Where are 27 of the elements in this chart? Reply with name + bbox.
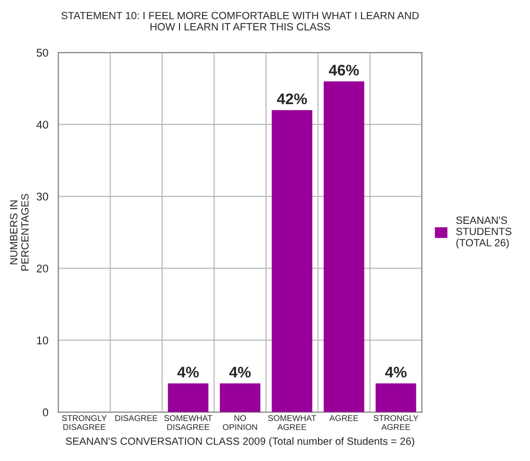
bar xyxy=(324,81,364,412)
x-tick-label: SOMEWHAT AGREE xyxy=(268,415,316,430)
y-axis-title: NUMBERS IN PERCENTAGES xyxy=(10,194,29,270)
x-axis-title: SEANAN'S CONVERSATION CLASS 2009 (Total number of Students = 26) xyxy=(66,437,414,447)
x-tick-label: NO OPINION xyxy=(222,415,258,430)
bar xyxy=(376,383,416,412)
y-tick-label: 10 xyxy=(37,336,48,344)
data-label: 46% xyxy=(328,64,359,76)
y-tick-label: 40 xyxy=(36,120,48,129)
y-tick-label: 20 xyxy=(36,264,48,272)
chart-title: STATEMENT 10: I FEEL MORE COMFORTABLE WITH WHAT I LEARN AND HOW I LEARN IT AFTER THIS CLASS xyxy=(61,12,419,30)
bar xyxy=(220,383,260,412)
data-label: 4% xyxy=(229,366,251,378)
bar xyxy=(168,383,208,412)
x-tick-label: DISAGREE xyxy=(115,415,158,422)
x-tick-label: STRONGLY DISAGREE xyxy=(62,415,107,430)
bar xyxy=(272,110,312,412)
x-tick-label: STRONGLY AGREE xyxy=(374,415,418,430)
data-label: 42% xyxy=(276,93,307,104)
data-label: 4% xyxy=(385,366,407,378)
data-label: 4% xyxy=(177,366,199,378)
x-tick-label: SOMEWHAT DISAGREE xyxy=(164,415,212,430)
legend-label: SEANAN'S STUDENTS (TOTAL 26) xyxy=(456,216,512,248)
x-tick-label: AGREE xyxy=(329,415,358,422)
y-tick-label: 0 xyxy=(42,408,48,416)
y-tick-label: 30 xyxy=(36,192,48,201)
y-tick-label: 50 xyxy=(36,48,48,57)
